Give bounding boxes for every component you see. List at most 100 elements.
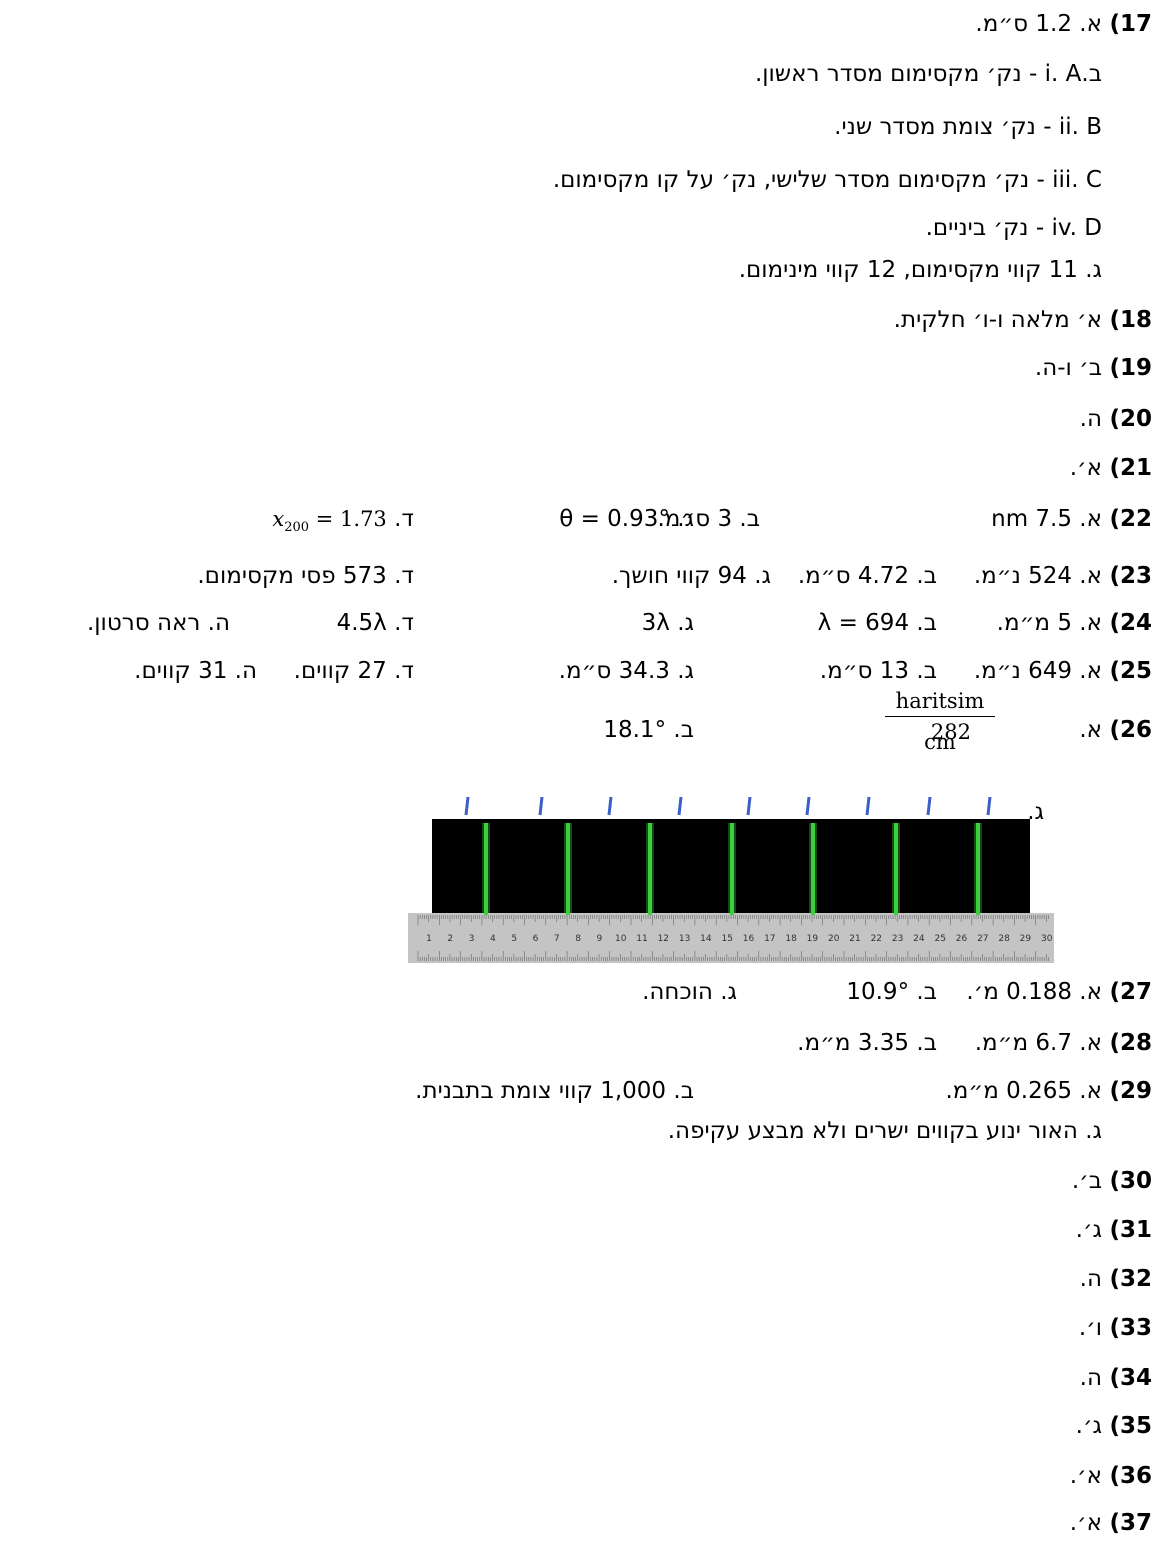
- answer-29a: א. 0.265 מ״מ.: [945, 1078, 1102, 1104]
- answer-35: ג׳.: [1075, 1413, 1102, 1439]
- answer-28a: א. 6.7 מ״מ.: [974, 1030, 1102, 1056]
- fraction-denominator: cm: [924, 730, 956, 754]
- answer-36: א׳.: [1069, 1463, 1102, 1489]
- answer-32: ה.: [1079, 1266, 1102, 1292]
- answer-23a: א. 524 נ״מ.: [973, 563, 1102, 589]
- ruler-label: 21: [849, 934, 860, 944]
- answer-number: 31): [1109, 1217, 1152, 1243]
- answer-37: א׳.: [1069, 1510, 1102, 1536]
- spectral-line: [894, 823, 898, 915]
- answer-17a: א. 1.2 ס״מ.: [975, 11, 1102, 37]
- answer-number: 30): [1109, 1168, 1152, 1194]
- answer-number: 29): [1109, 1078, 1152, 1104]
- answer-number: 17): [1109, 11, 1152, 37]
- ruler-label: 19: [807, 934, 819, 944]
- answer-21: א׳.: [1069, 455, 1102, 481]
- measurement-marker: [805, 796, 811, 816]
- answer-24d: ד. 4.5λ: [336, 610, 414, 636]
- measurement-marker: [677, 796, 683, 816]
- answer-22b: ב. 3 ס״מ.: [657, 506, 760, 532]
- answer-22c: ג. θ = 0.93°: [559, 506, 694, 532]
- answer-number: 23): [1109, 563, 1152, 589]
- answer-28b: ב. 3.35 מ״מ.: [797, 1030, 937, 1056]
- answer-20: ה.: [1079, 406, 1102, 432]
- answer-22a: א. 7.5 nm: [991, 506, 1102, 532]
- x-value: = 1.73: [309, 507, 387, 531]
- spectrum-svg: 1 2 3 4 5 6 7 8 9 10 11 12 13 14 15 16 17 18 19 20 21 22 23 24 2…: [408, 796, 1054, 963]
- ruler-label: 23: [892, 934, 903, 944]
- answer-33: ו׳.: [1078, 1315, 1102, 1341]
- ruler: [408, 913, 1054, 963]
- ruler-label: 22: [871, 934, 882, 944]
- answer-25d: ד. 27 קווים.: [293, 658, 414, 684]
- ruler-label: 27: [977, 934, 988, 944]
- answer-17b-iv: iv. D - נק׳ ביניים.: [925, 215, 1102, 241]
- answer-number: 19): [1109, 355, 1152, 381]
- fraction-numerator: haritsim: [895, 689, 985, 713]
- spectral-line: [566, 823, 570, 915]
- answer-25c: ג. 34.3 ס״מ.: [558, 658, 694, 684]
- measurement-marker: [865, 796, 871, 816]
- answer-29b: ב. 1,000 קווי צומת בתבנית.: [415, 1078, 694, 1104]
- answer-number: 32): [1109, 1266, 1152, 1292]
- ruler-label: 12: [658, 934, 669, 944]
- answer-23d: ד. 573 פסי מקסימום.: [197, 563, 414, 589]
- ruler-label: 13: [679, 934, 690, 944]
- ruler-label: 24: [913, 934, 925, 944]
- measurement-marker: [986, 796, 992, 816]
- answer-25a: א. 649 נ״מ.: [973, 658, 1102, 684]
- x-subscript: 200: [284, 520, 310, 536]
- answer-23c: ג. 94 קווי חושך.: [611, 563, 771, 589]
- answer-22d: ד. x200 = 1.73: [272, 505, 414, 542]
- measurement-marker: [538, 796, 544, 816]
- ruler-label: 4: [490, 934, 496, 944]
- ruler-label: 9: [597, 934, 603, 944]
- answer-number: 18): [1109, 307, 1152, 333]
- spectral-line: [976, 823, 980, 915]
- x-variable: x: [272, 507, 285, 531]
- answer-26b: ב. 18.1°: [603, 717, 694, 743]
- answer-30: ב׳.: [1071, 1168, 1102, 1194]
- measurement-marker: [607, 796, 613, 816]
- answer-17b-iii: iii. C - נק׳ מקסימום מסדר שלישי, נק׳ על …: [552, 167, 1102, 193]
- ruler-label: 16: [743, 934, 755, 944]
- answer-number: 25): [1109, 658, 1152, 684]
- answer-29c: ג. האור ינוע בקווים ישרים ולא מבצע עקיפה…: [667, 1118, 1102, 1144]
- ruler-label: 7: [554, 934, 560, 944]
- ruler-label: 14: [700, 934, 712, 944]
- answer-22d-label: ד.: [394, 506, 414, 532]
- ruler-label: 10: [615, 934, 627, 944]
- answer-number: 33): [1109, 1315, 1152, 1341]
- ruler-label: 29: [1020, 934, 1032, 944]
- ruler-label: 26: [956, 934, 968, 944]
- ruler-label: 15: [721, 934, 732, 944]
- spectral-line: [484, 823, 488, 915]
- answer-22d-formula: x200 = 1.73: [272, 507, 387, 535]
- answer-25b: ב. 13 ס״מ.: [819, 658, 937, 684]
- answer-number: 20): [1109, 406, 1152, 432]
- ruler-label: 2: [447, 934, 453, 944]
- spectral-line: [730, 823, 734, 915]
- answer-24c: ג. 3λ: [641, 610, 694, 636]
- answer-26c-label: ג.: [1027, 799, 1044, 825]
- measurement-marker: [926, 796, 932, 816]
- answer-number: 35): [1109, 1413, 1152, 1439]
- answer-24e: ה. ראה סרטון.: [86, 610, 230, 636]
- ruler-label: 8: [575, 934, 581, 944]
- answer-24b: ב. λ = 694: [817, 610, 937, 636]
- answer-25e: ה. 31 קווים.: [134, 658, 257, 684]
- measurement-marker: [746, 796, 752, 816]
- answer-27a: א. 0.188 מ׳.: [966, 979, 1102, 1005]
- ruler-label: 11: [636, 934, 647, 944]
- answer-34: ה.: [1079, 1365, 1102, 1391]
- ruler-label: 6: [533, 934, 539, 944]
- answer-number: 22): [1109, 506, 1152, 532]
- answer-number: 36): [1109, 1463, 1152, 1489]
- ruler-label: 30: [1041, 934, 1053, 944]
- answer-number: 26): [1109, 717, 1152, 743]
- answer-31: ג׳.: [1075, 1217, 1102, 1243]
- answer-27b: ב. 10.9°: [846, 979, 937, 1005]
- answer-26a-label: א.: [1079, 717, 1102, 743]
- answer-number: 28): [1109, 1030, 1152, 1056]
- ruler-label: 28: [998, 934, 1010, 944]
